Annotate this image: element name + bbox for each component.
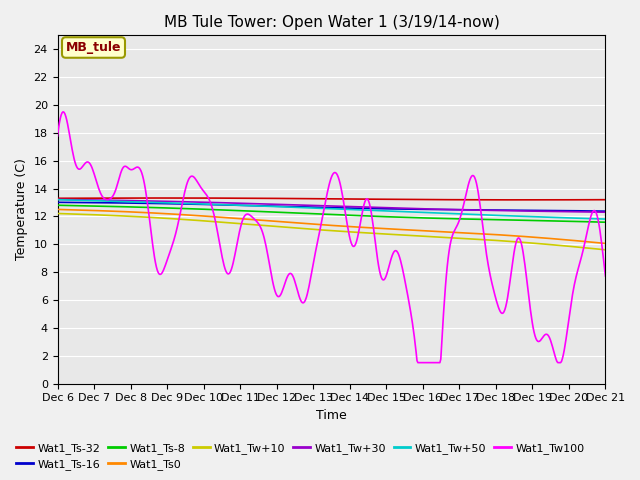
X-axis label: Time: Time	[316, 409, 347, 422]
Legend: Wat1_Ts-32, Wat1_Ts-16, Wat1_Ts-8, Wat1_Ts0, Wat1_Tw+10, Wat1_Tw+30, Wat1_Tw+50,: Wat1_Ts-32, Wat1_Ts-16, Wat1_Ts-8, Wat1_…	[12, 438, 589, 474]
Y-axis label: Temperature (C): Temperature (C)	[15, 158, 28, 260]
Text: MB_tule: MB_tule	[66, 41, 121, 54]
Title: MB Tule Tower: Open Water 1 (3/19/14-now): MB Tule Tower: Open Water 1 (3/19/14-now…	[164, 15, 499, 30]
